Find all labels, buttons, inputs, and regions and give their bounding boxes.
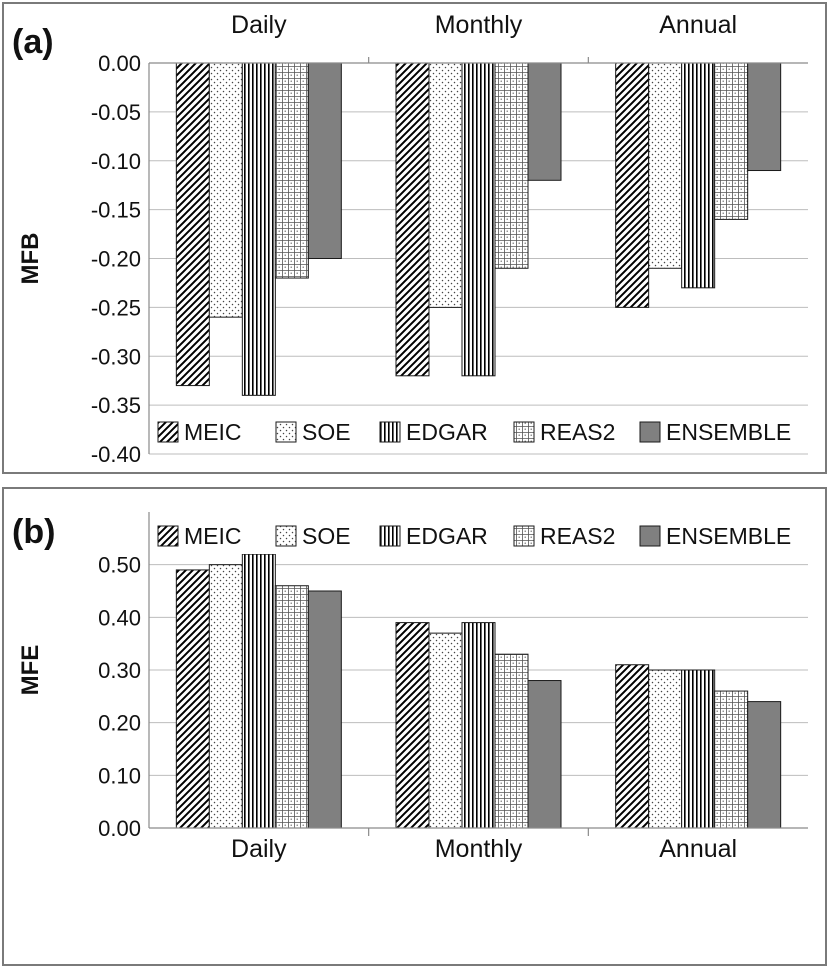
bar [527, 680, 562, 829]
legend-swatch [639, 421, 661, 443]
bar [175, 62, 210, 387]
category-label: Daily [231, 11, 287, 39]
bar [428, 632, 463, 829]
bar [461, 62, 496, 377]
bar [175, 569, 210, 829]
y-tick-label: 0.10 [98, 763, 141, 788]
legend-swatch [275, 525, 297, 547]
bar [241, 62, 276, 396]
legend-label: SOE [302, 419, 351, 445]
legend-label: EDGAR [406, 419, 488, 445]
y-tick-label: 0.00 [98, 51, 141, 76]
bar [395, 622, 430, 829]
category-label: Daily [231, 835, 287, 863]
category-label: Monthly [435, 11, 523, 39]
bar [527, 62, 562, 181]
legend-swatch [513, 421, 535, 443]
legend-swatch [639, 525, 661, 547]
y-tick-label: 0.20 [98, 711, 141, 736]
y-tick-label: 0.50 [98, 553, 141, 578]
y-axis-label: MFE [17, 645, 44, 696]
y-tick-label: -0.40 [91, 442, 141, 467]
legend-label: EDGAR [406, 523, 488, 549]
legend-label: ENSEMBLE [666, 523, 791, 549]
panel-b-mfe-chart: 0.00 0.10 0.20 0.30 0.40 0.50 Daily Monthly Annu… [2, 487, 827, 966]
panel-label: (a) [12, 23, 54, 61]
bar [461, 622, 496, 829]
panel-a-mfb-chart: 0.00 -0.05 -0.10 -0.15 -0.20 -0.25 -0.30 -0.35 -… [2, 2, 827, 474]
bar [747, 62, 782, 172]
bar [208, 564, 243, 829]
y-axis-label: MFB [17, 233, 44, 285]
bar [648, 669, 683, 829]
bar [494, 62, 529, 269]
bar [615, 62, 650, 308]
panel-label: (b) [12, 513, 55, 551]
category-label: Annual [659, 835, 737, 863]
y-tick-label: -0.10 [91, 149, 141, 174]
y-tick-label: -0.20 [91, 247, 141, 272]
bar [274, 62, 309, 279]
y-tick-label: 0.40 [98, 605, 141, 630]
legend-label: MEIC [184, 419, 242, 445]
legend-swatch [157, 525, 179, 547]
bar [681, 62, 716, 289]
bar [307, 62, 342, 259]
y-tick-label: -0.15 [91, 198, 141, 223]
bar [714, 690, 749, 829]
legend-label: MEIC [184, 523, 242, 549]
y-tick-label: 0.30 [98, 658, 141, 683]
y-tick-label: -0.05 [91, 100, 141, 125]
y-tick-label: -0.30 [91, 344, 141, 369]
legend-swatch [275, 421, 297, 443]
legend-background [151, 516, 806, 554]
bar [307, 590, 342, 829]
y-tick-label: -0.25 [91, 295, 141, 320]
bar [648, 62, 683, 269]
bar [714, 62, 749, 220]
legend-swatch [513, 525, 535, 547]
bar [681, 669, 716, 829]
bar [395, 62, 430, 377]
legend-label: SOE [302, 523, 351, 549]
legend-label: REAS2 [540, 523, 615, 549]
bar [428, 62, 463, 308]
bar [208, 62, 243, 318]
legend-label: REAS2 [540, 419, 615, 445]
bar [274, 585, 309, 829]
legend-swatch [379, 421, 401, 443]
category-label: Monthly [435, 835, 523, 863]
bar [241, 553, 276, 829]
bar [615, 664, 650, 829]
y-tick-label: 0.00 [98, 816, 141, 841]
y-tick-label: -0.35 [91, 393, 141, 418]
legend-background [151, 412, 806, 450]
category-label: Annual [659, 11, 737, 39]
bar [494, 653, 529, 829]
legend-swatch [157, 421, 179, 443]
legend-swatch [379, 525, 401, 547]
legend-label: ENSEMBLE [666, 419, 791, 445]
bar [747, 701, 782, 829]
